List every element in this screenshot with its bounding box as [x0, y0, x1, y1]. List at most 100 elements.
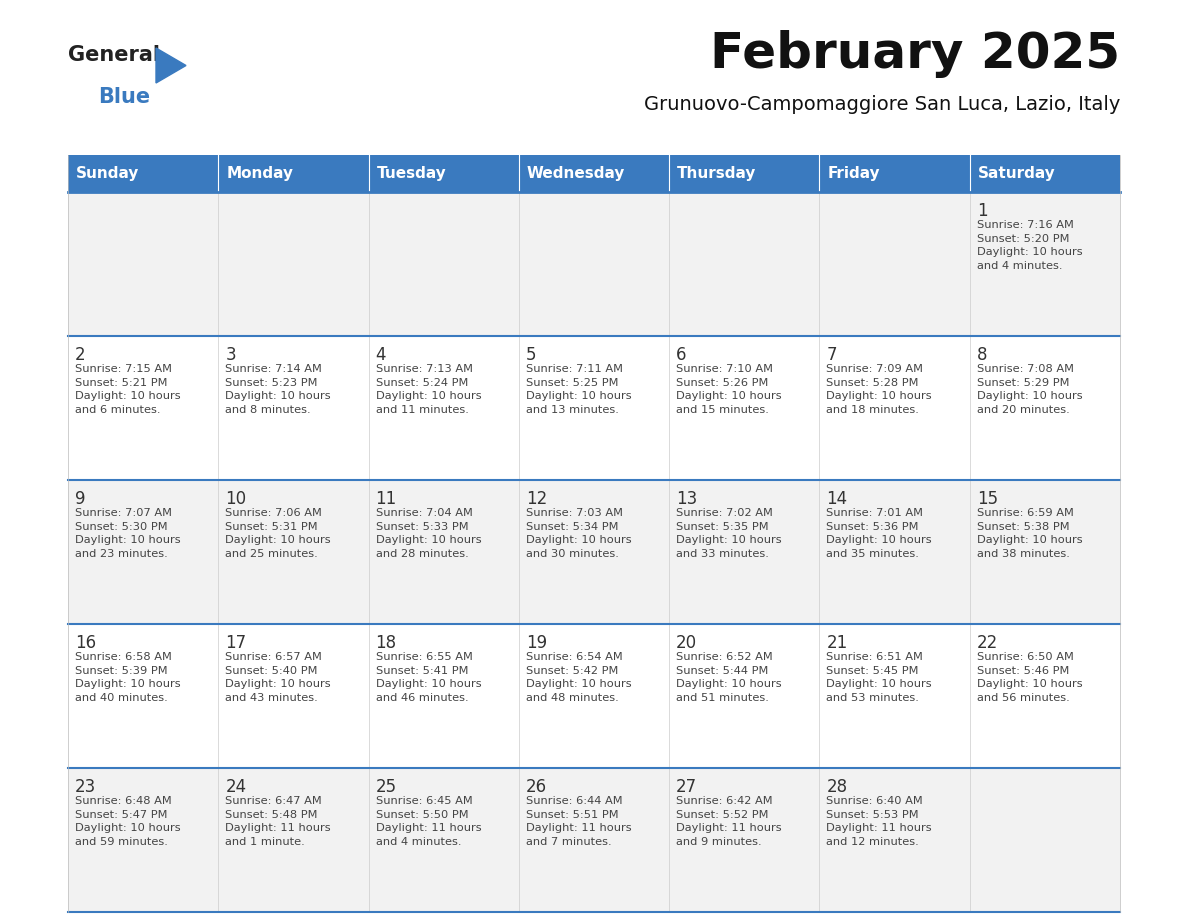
Text: Blue: Blue	[97, 87, 150, 107]
Text: Sunrise: 6:55 AM
Sunset: 5:41 PM
Daylight: 10 hours
and 46 minutes.: Sunrise: 6:55 AM Sunset: 5:41 PM Dayligh…	[375, 652, 481, 703]
Bar	[820, 155, 969, 192]
Text: 2: 2	[75, 346, 86, 364]
Text: Sunrise: 7:16 AM
Sunset: 5:20 PM
Daylight: 10 hours
and 4 minutes.: Sunrise: 7:16 AM Sunset: 5:20 PM Dayligh…	[977, 220, 1082, 271]
Text: 17: 17	[226, 634, 246, 652]
Bar	[969, 336, 1120, 480]
Text: Monday: Monday	[226, 166, 293, 181]
Text: Grunuovo-Campomaggiore San Luca, Lazio, Italy: Grunuovo-Campomaggiore San Luca, Lazio, …	[644, 95, 1120, 114]
Text: 12: 12	[526, 490, 548, 508]
Text: Sunrise: 6:57 AM
Sunset: 5:40 PM
Daylight: 10 hours
and 43 minutes.: Sunrise: 6:57 AM Sunset: 5:40 PM Dayligh…	[226, 652, 331, 703]
Text: Sunrise: 6:54 AM
Sunset: 5:42 PM
Daylight: 10 hours
and 48 minutes.: Sunrise: 6:54 AM Sunset: 5:42 PM Dayligh…	[526, 652, 632, 703]
Bar	[669, 624, 820, 768]
Bar	[219, 480, 368, 624]
Text: 23: 23	[75, 778, 96, 796]
Text: Sunrise: 7:02 AM
Sunset: 5:35 PM
Daylight: 10 hours
and 33 minutes.: Sunrise: 7:02 AM Sunset: 5:35 PM Dayligh…	[676, 508, 782, 559]
Text: Friday: Friday	[827, 166, 880, 181]
Bar	[820, 480, 969, 624]
Text: Sunrise: 6:42 AM
Sunset: 5:52 PM
Daylight: 11 hours
and 9 minutes.: Sunrise: 6:42 AM Sunset: 5:52 PM Dayligh…	[676, 796, 782, 846]
Bar	[969, 192, 1120, 336]
Text: Sunrise: 7:03 AM
Sunset: 5:34 PM
Daylight: 10 hours
and 30 minutes.: Sunrise: 7:03 AM Sunset: 5:34 PM Dayligh…	[526, 508, 632, 559]
Text: 24: 24	[226, 778, 246, 796]
Text: 1: 1	[977, 202, 987, 220]
Text: 21: 21	[827, 634, 848, 652]
Bar	[969, 480, 1120, 624]
Text: 7: 7	[827, 346, 836, 364]
Bar	[820, 768, 969, 912]
Bar	[68, 155, 219, 192]
Text: Sunrise: 7:11 AM
Sunset: 5:25 PM
Daylight: 10 hours
and 13 minutes.: Sunrise: 7:11 AM Sunset: 5:25 PM Dayligh…	[526, 364, 632, 415]
Bar	[219, 155, 368, 192]
Text: Wednesday: Wednesday	[526, 166, 625, 181]
Bar	[68, 336, 219, 480]
Text: Sunrise: 6:45 AM
Sunset: 5:50 PM
Daylight: 11 hours
and 4 minutes.: Sunrise: 6:45 AM Sunset: 5:50 PM Dayligh…	[375, 796, 481, 846]
Bar	[519, 155, 669, 192]
Bar	[669, 768, 820, 912]
Text: 6: 6	[676, 346, 687, 364]
Text: Sunrise: 7:14 AM
Sunset: 5:23 PM
Daylight: 10 hours
and 8 minutes.: Sunrise: 7:14 AM Sunset: 5:23 PM Dayligh…	[226, 364, 331, 415]
Text: Sunrise: 7:08 AM
Sunset: 5:29 PM
Daylight: 10 hours
and 20 minutes.: Sunrise: 7:08 AM Sunset: 5:29 PM Dayligh…	[977, 364, 1082, 415]
Text: 13: 13	[676, 490, 697, 508]
Bar	[519, 768, 669, 912]
Bar	[219, 624, 368, 768]
Bar	[969, 768, 1120, 912]
Text: 14: 14	[827, 490, 847, 508]
Bar	[368, 192, 519, 336]
Text: Sunrise: 6:44 AM
Sunset: 5:51 PM
Daylight: 11 hours
and 7 minutes.: Sunrise: 6:44 AM Sunset: 5:51 PM Dayligh…	[526, 796, 632, 846]
Bar	[519, 480, 669, 624]
Text: 9: 9	[75, 490, 86, 508]
Text: Sunrise: 7:04 AM
Sunset: 5:33 PM
Daylight: 10 hours
and 28 minutes.: Sunrise: 7:04 AM Sunset: 5:33 PM Dayligh…	[375, 508, 481, 559]
Bar	[669, 480, 820, 624]
Text: Sunrise: 6:52 AM
Sunset: 5:44 PM
Daylight: 10 hours
and 51 minutes.: Sunrise: 6:52 AM Sunset: 5:44 PM Dayligh…	[676, 652, 782, 703]
Text: Sunrise: 6:48 AM
Sunset: 5:47 PM
Daylight: 10 hours
and 59 minutes.: Sunrise: 6:48 AM Sunset: 5:47 PM Dayligh…	[75, 796, 181, 846]
Text: Sunrise: 7:09 AM
Sunset: 5:28 PM
Daylight: 10 hours
and 18 minutes.: Sunrise: 7:09 AM Sunset: 5:28 PM Dayligh…	[827, 364, 933, 415]
Bar	[820, 336, 969, 480]
Bar	[368, 768, 519, 912]
Bar	[68, 768, 219, 912]
Text: 18: 18	[375, 634, 397, 652]
Text: 8: 8	[977, 346, 987, 364]
Text: 5: 5	[526, 346, 536, 364]
Text: Sunrise: 7:01 AM
Sunset: 5:36 PM
Daylight: 10 hours
and 35 minutes.: Sunrise: 7:01 AM Sunset: 5:36 PM Dayligh…	[827, 508, 933, 559]
Bar	[368, 336, 519, 480]
Text: Saturday: Saturday	[978, 166, 1055, 181]
Bar	[820, 624, 969, 768]
Text: Sunrise: 6:58 AM
Sunset: 5:39 PM
Daylight: 10 hours
and 40 minutes.: Sunrise: 6:58 AM Sunset: 5:39 PM Dayligh…	[75, 652, 181, 703]
Text: 19: 19	[526, 634, 546, 652]
Text: Sunrise: 6:59 AM
Sunset: 5:38 PM
Daylight: 10 hours
and 38 minutes.: Sunrise: 6:59 AM Sunset: 5:38 PM Dayligh…	[977, 508, 1082, 559]
Text: 10: 10	[226, 490, 246, 508]
Bar	[68, 192, 219, 336]
Text: 15: 15	[977, 490, 998, 508]
Text: 22: 22	[977, 634, 998, 652]
Bar	[219, 192, 368, 336]
Text: Thursday: Thursday	[677, 166, 757, 181]
Text: Sunrise: 6:51 AM
Sunset: 5:45 PM
Daylight: 10 hours
and 53 minutes.: Sunrise: 6:51 AM Sunset: 5:45 PM Dayligh…	[827, 652, 933, 703]
Bar	[519, 336, 669, 480]
Bar	[820, 192, 969, 336]
Bar	[219, 336, 368, 480]
Bar	[519, 192, 669, 336]
Bar	[68, 480, 219, 624]
Bar	[368, 624, 519, 768]
Bar	[669, 155, 820, 192]
Text: February 2025: February 2025	[710, 30, 1120, 78]
Text: 3: 3	[226, 346, 236, 364]
Text: Sunday: Sunday	[76, 166, 139, 181]
Text: Sunrise: 6:47 AM
Sunset: 5:48 PM
Daylight: 11 hours
and 1 minute.: Sunrise: 6:47 AM Sunset: 5:48 PM Dayligh…	[226, 796, 331, 846]
Bar	[969, 624, 1120, 768]
Bar	[68, 624, 219, 768]
Text: General: General	[68, 45, 160, 65]
Text: Sunrise: 7:15 AM
Sunset: 5:21 PM
Daylight: 10 hours
and 6 minutes.: Sunrise: 7:15 AM Sunset: 5:21 PM Dayligh…	[75, 364, 181, 415]
Text: 27: 27	[676, 778, 697, 796]
Text: Sunrise: 6:40 AM
Sunset: 5:53 PM
Daylight: 11 hours
and 12 minutes.: Sunrise: 6:40 AM Sunset: 5:53 PM Dayligh…	[827, 796, 933, 846]
Text: 26: 26	[526, 778, 546, 796]
Text: Sunrise: 7:06 AM
Sunset: 5:31 PM
Daylight: 10 hours
and 25 minutes.: Sunrise: 7:06 AM Sunset: 5:31 PM Dayligh…	[226, 508, 331, 559]
Text: Sunrise: 7:07 AM
Sunset: 5:30 PM
Daylight: 10 hours
and 23 minutes.: Sunrise: 7:07 AM Sunset: 5:30 PM Dayligh…	[75, 508, 181, 559]
Polygon shape	[156, 48, 187, 83]
Text: 25: 25	[375, 778, 397, 796]
Text: Sunrise: 6:50 AM
Sunset: 5:46 PM
Daylight: 10 hours
and 56 minutes.: Sunrise: 6:50 AM Sunset: 5:46 PM Dayligh…	[977, 652, 1082, 703]
Bar	[669, 192, 820, 336]
Text: 28: 28	[827, 778, 847, 796]
Text: 4: 4	[375, 346, 386, 364]
Bar	[519, 624, 669, 768]
Bar	[368, 480, 519, 624]
